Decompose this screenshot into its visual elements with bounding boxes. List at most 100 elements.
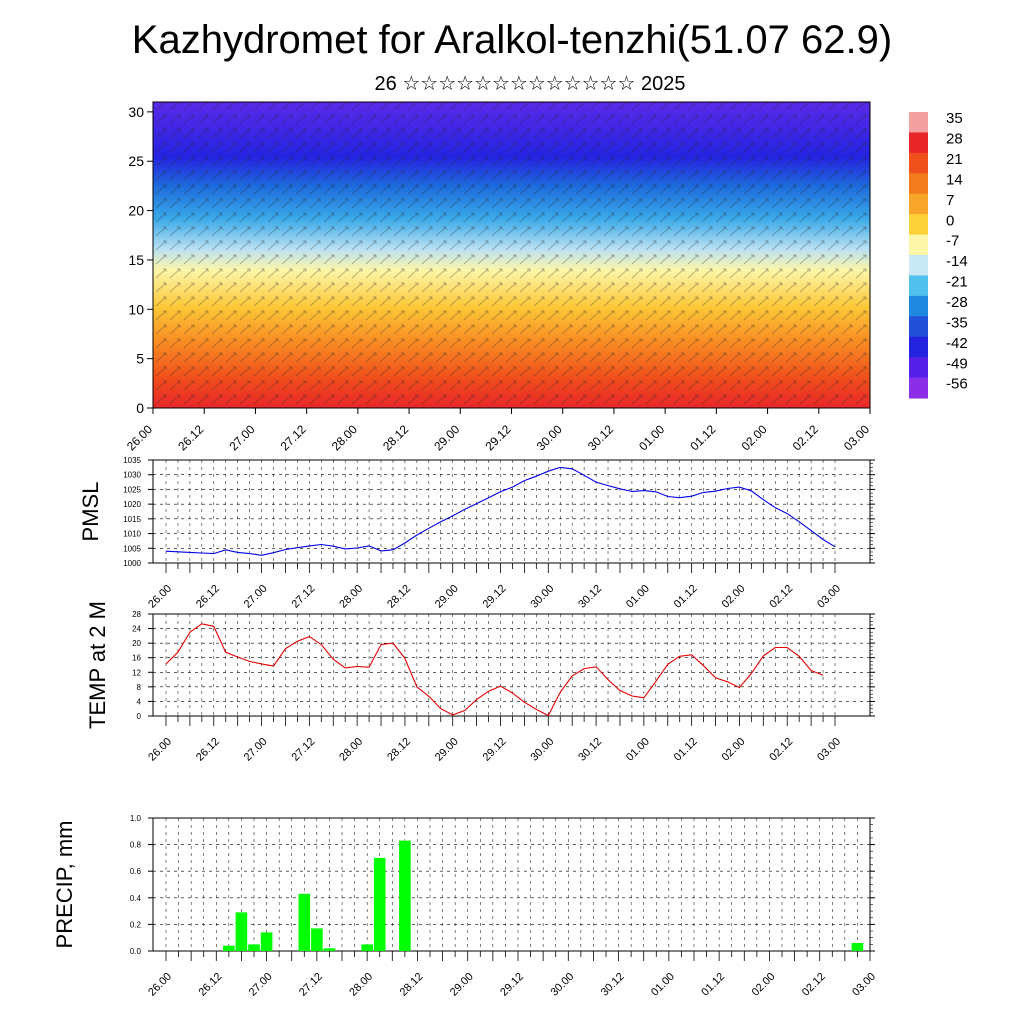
y-tick-label: 28 xyxy=(132,610,141,619)
colorbar-swatch xyxy=(909,214,928,236)
x-tick-label: 26.00 xyxy=(124,422,155,453)
x-tick-label: 30.00 xyxy=(548,971,576,999)
x-tick-label: 27.00 xyxy=(242,736,270,764)
x-tick-label: 28.12 xyxy=(398,971,426,999)
y-tick-label: 20 xyxy=(132,639,141,648)
colorbar-label: 7 xyxy=(946,192,954,209)
y-tick-label: 15 xyxy=(128,252,144,268)
colorbar-swatch xyxy=(909,234,928,256)
precip-bar xyxy=(235,912,248,951)
wind-barbs-layer xyxy=(153,102,870,408)
x-tick-label: 03.00 xyxy=(841,422,872,453)
x-tick-label: 01.12 xyxy=(672,736,700,764)
x-tick-label: 28.12 xyxy=(380,422,411,453)
y-tick-label: 1010 xyxy=(123,530,141,539)
y-tick-label: 1.0 xyxy=(130,814,142,823)
colorbar-swatch xyxy=(909,336,928,358)
x-tick-label: 02.12 xyxy=(800,971,828,999)
x-tick-label: 02.12 xyxy=(790,422,821,453)
x-tick-label: 29.12 xyxy=(481,736,509,764)
precip-bar xyxy=(223,945,235,951)
y-tick-label: 0 xyxy=(136,400,144,416)
x-tick-label: 01.12 xyxy=(687,422,718,453)
y-tick-label: 4 xyxy=(137,697,142,706)
x-tick-label: 01.00 xyxy=(636,422,667,453)
temp-line xyxy=(165,623,824,717)
y-tick-label: 8 xyxy=(137,683,142,692)
x-tick-label: 27.12 xyxy=(290,583,318,611)
x-tick-label: 30.12 xyxy=(576,583,604,611)
colorbar-swatch xyxy=(909,316,928,338)
pmsl-line xyxy=(165,466,836,556)
colorbar-label: 21 xyxy=(946,151,963,168)
x-tick-label: 30.12 xyxy=(585,422,616,453)
x-tick-label: 29.00 xyxy=(433,583,461,611)
pmsl-panel: 1000 1005 1010 1015 1020 1025 1030 1035 26.00 26.… xyxy=(78,456,875,611)
colorbar-swatch xyxy=(909,173,928,195)
y-tick-label: 16 xyxy=(132,654,141,663)
y-tick-label: 5 xyxy=(136,351,144,367)
y-tick-label: 0.8 xyxy=(130,841,142,850)
x-tick-label: 27.12 xyxy=(297,971,325,999)
y-tick-label: 0 xyxy=(137,712,142,721)
y-tick-label: 1020 xyxy=(123,500,141,509)
y-tick-label: 25 xyxy=(128,153,144,169)
x-tick-label: 27.00 xyxy=(226,422,257,453)
x-tick-label: 01.00 xyxy=(649,971,677,999)
x-tick-label: 03.00 xyxy=(815,736,843,764)
x-tick-label: 28.00 xyxy=(337,583,365,611)
y-axis-label: TEMP at 2 M xyxy=(85,601,110,729)
x-tick-label: 01.00 xyxy=(624,736,652,764)
x-tick-label: 28.00 xyxy=(347,971,375,999)
chart-subtitle: 26 ☆☆☆☆☆☆☆☆☆☆☆☆☆ 2025 xyxy=(374,73,686,95)
x-tick-label: 01.00 xyxy=(624,583,652,611)
colorbar-label: 14 xyxy=(946,171,963,188)
temp-frame xyxy=(152,613,871,717)
colorbar-swatch xyxy=(909,357,928,379)
precip-bar xyxy=(323,948,336,951)
x-tick-label: 01.12 xyxy=(699,971,727,999)
precip-bar xyxy=(373,857,386,951)
colorbar-label: 35 xyxy=(946,110,963,127)
precip-bar xyxy=(298,893,311,951)
y-tick-label: 0.6 xyxy=(130,867,142,876)
y-tick-label: 20 xyxy=(128,203,144,219)
x-tick-label: 02.00 xyxy=(720,583,748,611)
y-tick-label: 0.4 xyxy=(130,894,142,903)
x-tick-label: 26.00 xyxy=(146,736,174,764)
y-tick-label: 0.0 xyxy=(130,947,142,956)
x-tick-label: 26.12 xyxy=(175,422,206,453)
colorbar-label: -14 xyxy=(946,253,968,270)
x-tick-label: 27.00 xyxy=(247,971,275,999)
precip-panel: 0.0 0.2 0.4 0.6 0.8 1.0 26.00 26.12 27.00 27.12 28… xyxy=(52,814,878,999)
x-tick-label: 29.00 xyxy=(448,971,476,999)
precip-bar xyxy=(260,932,273,951)
x-tick-label: 02.00 xyxy=(750,971,778,999)
x-tick-label: 27.12 xyxy=(278,422,309,453)
y-axis-label: PMSL xyxy=(78,482,103,542)
x-tick-label: 02.00 xyxy=(720,736,748,764)
precip-bar xyxy=(851,943,864,951)
colorbar-label: -42 xyxy=(946,335,968,352)
x-tick-label: 28.12 xyxy=(385,583,413,611)
x-tick-label: 26.12 xyxy=(194,736,222,764)
y-axis-label: PRECIP, mm xyxy=(52,821,77,949)
colorbar-label: 0 xyxy=(946,212,954,229)
precip-bar xyxy=(361,944,373,951)
x-tick-label: 30.12 xyxy=(576,736,604,764)
x-tick-label: 30.00 xyxy=(534,422,565,453)
precip-bar xyxy=(399,840,411,951)
colorbar-swatch xyxy=(909,132,928,154)
y-tick-label: 1000 xyxy=(123,559,141,568)
y-tick-label: 12 xyxy=(132,668,141,677)
x-tick-label: 27.12 xyxy=(290,736,318,764)
colorbar-swatch xyxy=(909,152,928,174)
colorbar: 35 28 21 14 7 0 -7 -14 -21 -28 -35 -42 -49 -56 xyxy=(909,110,968,399)
y-tick-label: 1035 xyxy=(123,456,141,465)
x-tick-label: 28.12 xyxy=(385,736,413,764)
x-tick-label: 26.00 xyxy=(146,583,174,611)
x-tick-label: 01.12 xyxy=(672,583,700,611)
x-tick-label: 26.12 xyxy=(194,583,222,611)
colorbar-label: -49 xyxy=(946,355,968,372)
